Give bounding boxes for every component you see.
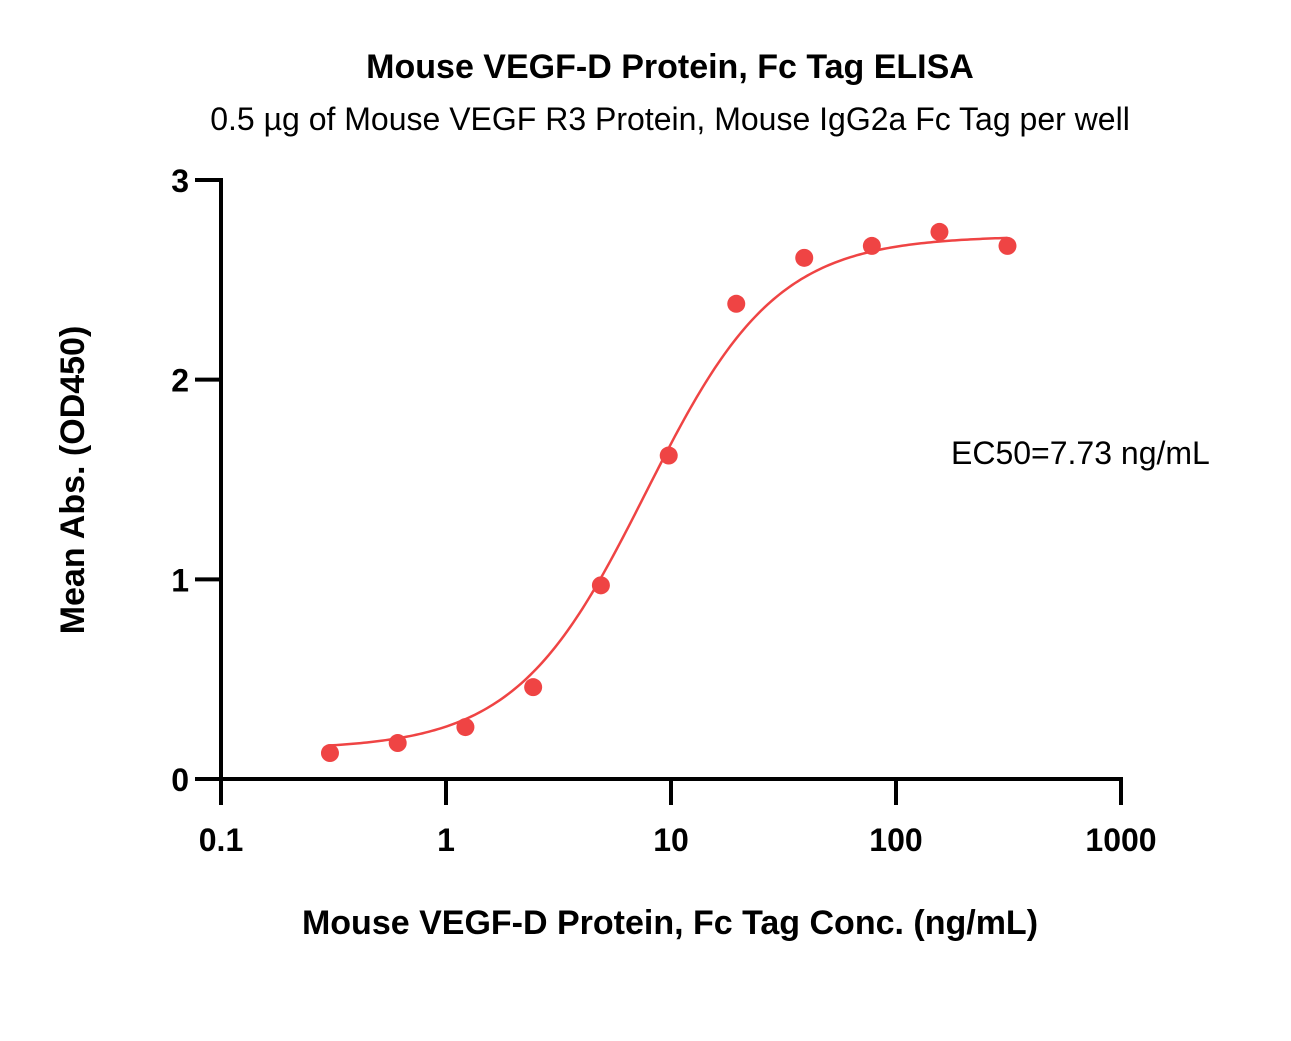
data-points-layer: [320, 222, 1017, 763]
y-tick-label: 2: [171, 363, 189, 399]
y-tick-label: 1: [171, 562, 189, 598]
data-point: [727, 294, 746, 313]
x-axis-ticks: 0.1 1 10 100 1000: [199, 779, 1157, 858]
fit-curve-layer: [329, 236, 1008, 747]
data-point: [862, 236, 881, 255]
data-point: [524, 678, 543, 697]
data-point: [456, 718, 475, 737]
ec50-annotation: EC50=7.73 ng/mL: [951, 435, 1210, 471]
y-tick-label: 0: [171, 762, 189, 798]
fit-curve: [329, 236, 1008, 747]
axes: [219, 178, 1123, 781]
x-axis-label: Mouse VEGF-D Protein, Fc Tag Conc. (ng/m…: [302, 904, 1038, 942]
x-tick-label: 0.1: [199, 822, 243, 858]
data-point: [998, 236, 1017, 255]
y-axis-ticks: 0 1 2 3: [171, 163, 221, 798]
data-point: [591, 576, 610, 595]
x-tick-label: 1: [437, 822, 455, 858]
chart-title: Mouse VEGF-D Protein, Fc Tag ELISA: [366, 48, 974, 86]
x-tick-label: 100: [869, 822, 922, 858]
y-axis-label: Mean Abs. (OD450): [54, 326, 92, 635]
x-tick-label: 1000: [1085, 822, 1156, 858]
x-tick-label: 10: [653, 822, 689, 858]
data-point: [388, 734, 407, 753]
data-point: [320, 744, 339, 763]
data-point: [659, 446, 678, 465]
data-point: [930, 222, 949, 241]
y-tick-label: 3: [171, 163, 189, 199]
chart-subtitle: 0.5 µg of Mouse VEGF R3 Protein, Mouse I…: [210, 101, 1130, 137]
data-point: [795, 248, 814, 267]
